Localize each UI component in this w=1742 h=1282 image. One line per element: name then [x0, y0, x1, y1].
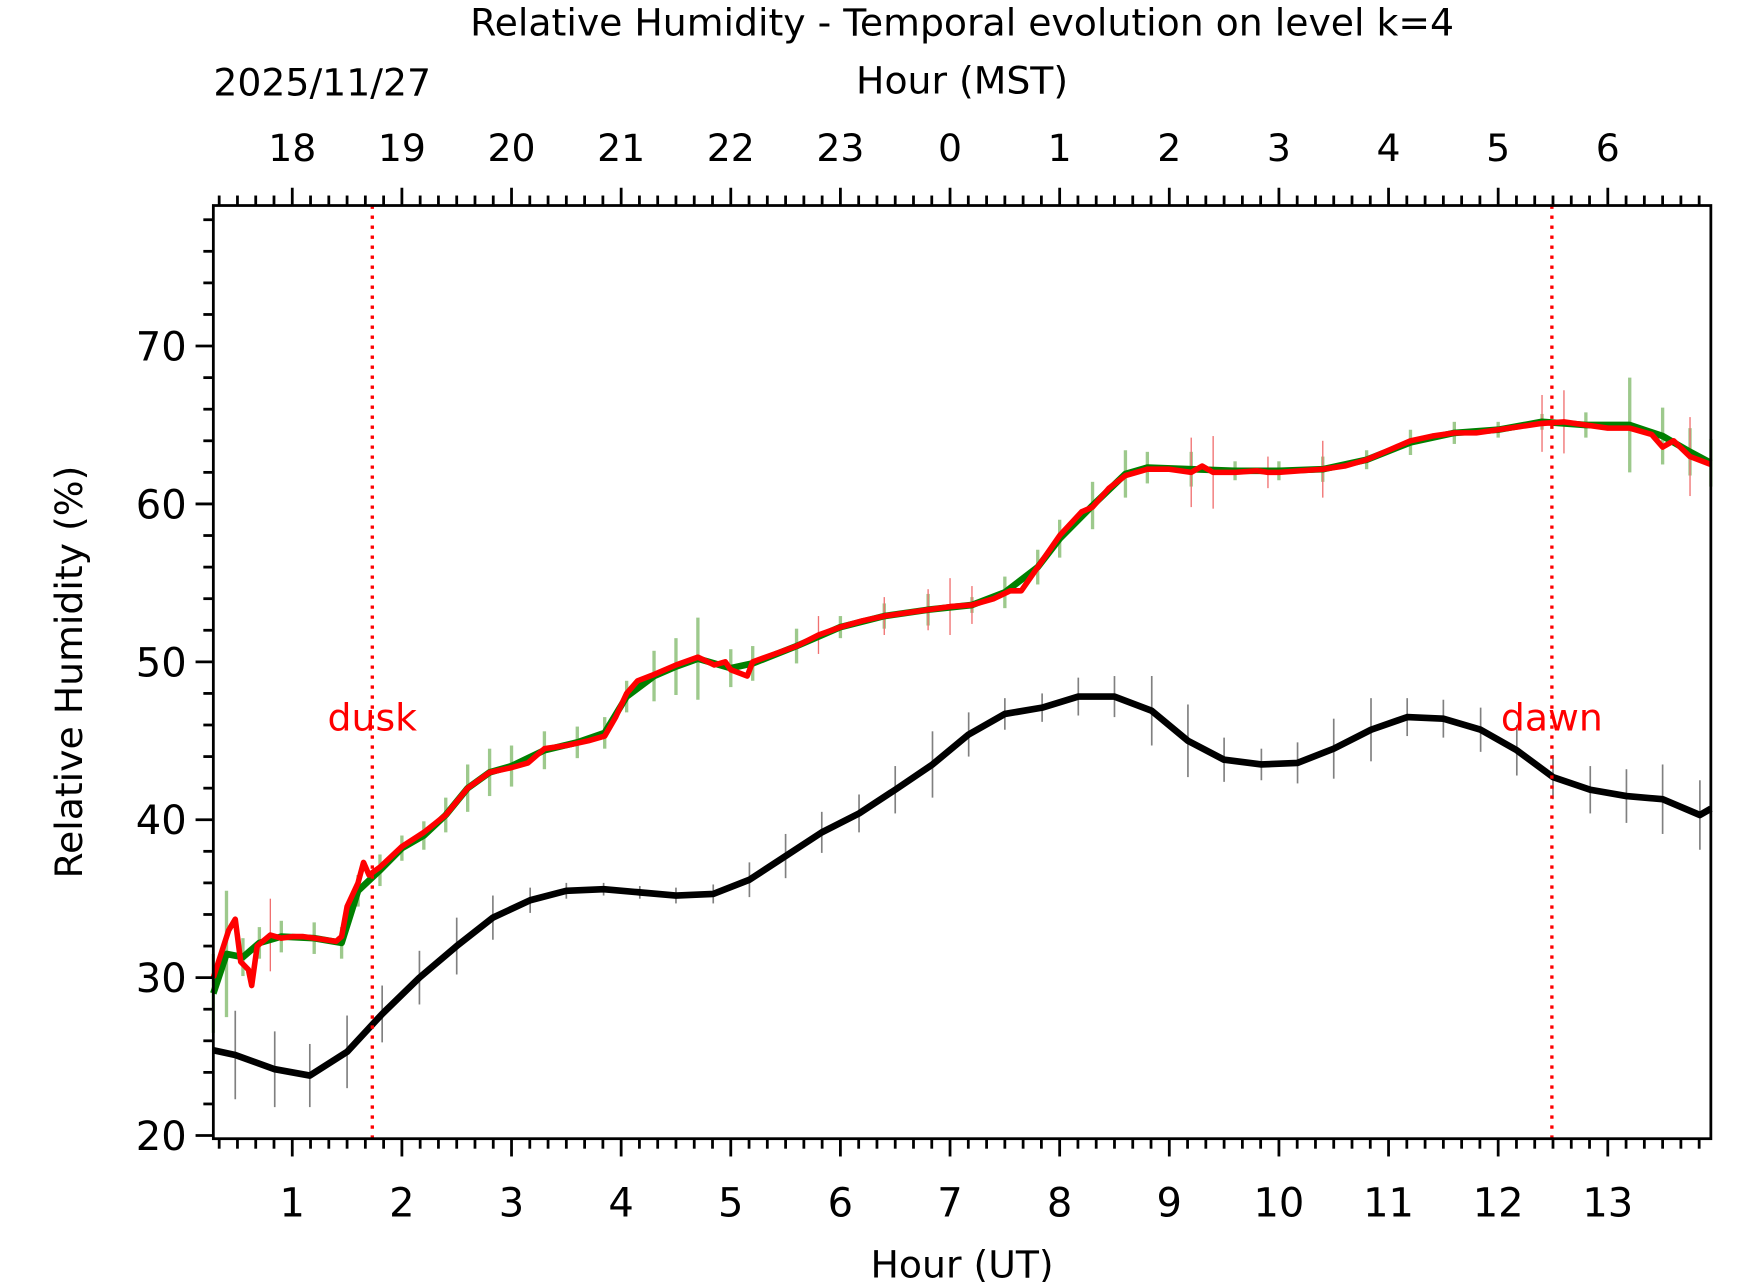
red-series-line	[210, 419, 1712, 989]
annotations: dusk dawn	[328, 205, 1603, 1139]
x-tick-label: 5	[718, 1180, 743, 1226]
dawn-label: dawn	[1501, 695, 1603, 739]
top-x-axis-label: Hour (MST)	[856, 58, 1068, 102]
x-tick-label: 2	[389, 1180, 414, 1226]
y-tick-label: 60	[136, 482, 187, 528]
axis-ticks: 1182193204215226237081921031141251362030…	[136, 126, 1701, 1226]
plot-frame	[211, 204, 1713, 1141]
top-x-tick-label: 19	[378, 126, 426, 170]
y-tick-label: 50	[136, 640, 187, 686]
x-tick-label: 4	[608, 1180, 633, 1226]
top-x-tick-label: 1	[1048, 126, 1072, 170]
x-tick-label: 11	[1363, 1180, 1414, 1226]
chart-title: Relative Humidity - Temporal evolution o…	[470, 1, 1454, 45]
x-tick-label: 7	[937, 1180, 962, 1226]
top-x-tick-label: 0	[938, 126, 962, 170]
top-x-tick-label: 4	[1377, 126, 1401, 170]
x-axis-label: Hour (UT)	[871, 1243, 1054, 1282]
top-x-tick-label: 2	[1157, 126, 1181, 170]
y-tick-label: 70	[136, 324, 187, 370]
top-x-tick-label: 22	[707, 126, 755, 170]
top-x-tick-label: 18	[268, 126, 316, 170]
series-lines	[210, 418, 1713, 1079]
top-x-tick-label: 6	[1596, 126, 1620, 170]
top-x-tick-label: 20	[487, 126, 535, 170]
green-series-line	[210, 418, 1713, 995]
y-tick-label: 20	[136, 1114, 187, 1160]
x-tick-label: 12	[1473, 1180, 1524, 1226]
black-series-line	[212, 693, 1713, 1079]
x-tick-label: 6	[828, 1180, 853, 1226]
x-tick-label: 10	[1253, 1180, 1304, 1226]
top-x-tick-label: 5	[1486, 126, 1510, 170]
y-tick-label: 30	[136, 956, 187, 1002]
x-tick-label: 3	[499, 1180, 524, 1226]
x-tick-label: 1	[280, 1180, 305, 1226]
y-axis-label: Relative Humidity (%)	[47, 466, 91, 879]
date-label: 2025/11/27	[213, 61, 431, 105]
top-x-tick-label: 23	[816, 126, 864, 170]
y-tick-label: 40	[136, 798, 187, 844]
top-x-tick-label: 3	[1267, 126, 1291, 170]
x-tick-label: 9	[1157, 1180, 1182, 1226]
top-x-tick-label: 21	[597, 126, 645, 170]
dusk-label: dusk	[328, 695, 418, 739]
x-tick-label: 13	[1582, 1180, 1633, 1226]
x-tick-label: 8	[1047, 1180, 1072, 1226]
